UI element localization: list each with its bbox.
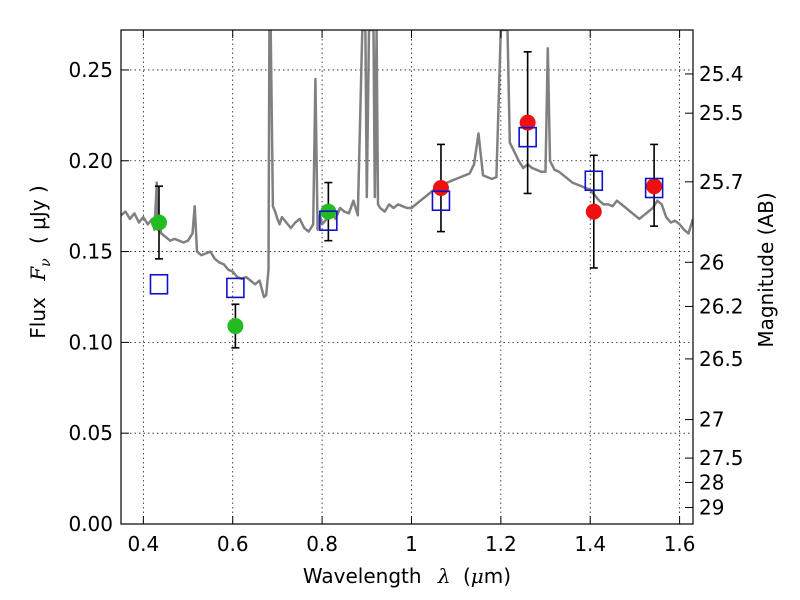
x-tick-label: 0.6 — [217, 532, 249, 556]
y2-tick-label: 26 — [699, 250, 724, 274]
x-tick-label: 1.6 — [664, 532, 696, 556]
x-tick-label: 1.4 — [574, 532, 606, 556]
y2-tick-label: 28 — [699, 470, 724, 494]
y2-tick-label: 27 — [699, 408, 724, 432]
y2-tick-label: 25.7 — [699, 170, 744, 194]
spectrum-layer — [121, 30, 693, 299]
x-axis-label-unit-rest: m) — [484, 564, 511, 588]
x-axis-label-unit-open: ( — [463, 564, 471, 588]
data-point — [519, 114, 536, 131]
y-axis-label-unit: ( μJy ) — [26, 185, 50, 244]
y-axis-label-var: F — [26, 266, 50, 282]
x-tick-label: 0.8 — [306, 532, 338, 556]
y2-axis-label: Magnitude (AB) — [754, 192, 778, 347]
data-point — [585, 203, 602, 220]
x-axis-label-unit-mu: μ — [471, 564, 484, 588]
x-axis-label: Wavelength λ (μm) — [303, 564, 511, 588]
x-tick-label: 0.4 — [127, 532, 159, 556]
model-point — [584, 170, 604, 192]
model-point — [226, 277, 245, 299]
x-tick-labels: 0.4 0.6 0.8 1 1.2 1.4 1.6 — [127, 532, 695, 556]
y-tick-label: 0.00 — [68, 512, 113, 536]
plot-frame — [120, 29, 694, 525]
data-point — [646, 178, 663, 195]
y2-tick-label: 29 — [699, 495, 724, 519]
x-tick-label: 1 — [405, 532, 418, 556]
y-tick-label: 0.25 — [68, 58, 113, 82]
y2-tick-label: 25.4 — [699, 62, 744, 86]
model-point — [149, 273, 169, 295]
x-axis-label-prefix: Wavelength — [303, 564, 422, 588]
y-tick-label: 0.05 — [68, 421, 113, 445]
y-tick-label: 0.15 — [68, 240, 113, 264]
y-tick-label: 0.20 — [68, 149, 113, 173]
model-point — [518, 126, 537, 148]
y-tick-label: 0.10 — [68, 330, 113, 354]
tick-marks — [121, 30, 693, 525]
y-axis-label-prefix: Flux — [26, 297, 50, 339]
data-point — [150, 214, 167, 231]
data-point — [227, 318, 244, 335]
y2-tick-label: 26.2 — [699, 294, 744, 318]
model-point — [644, 177, 664, 199]
model-point — [431, 190, 451, 212]
x-axis-label-var: λ — [437, 564, 451, 588]
data-point — [432, 180, 449, 197]
y2-tick-label: 25.5 — [699, 101, 744, 125]
marker-layer — [149, 50, 664, 349]
x-tick-label: 1.2 — [485, 532, 517, 556]
y2-tick-label: 27.5 — [699, 446, 744, 470]
y-axis-label-sub: ν — [38, 258, 54, 267]
y-axis-label: Flux Fν ( μJy ) — [26, 185, 55, 338]
y-tick-labels: 0.00 0.05 0.10 0.15 0.20 0.25 — [68, 58, 113, 536]
spectrum-line — [121, 30, 693, 299]
y2-tick-label: 26.5 — [699, 347, 744, 371]
model-point — [319, 210, 338, 231]
